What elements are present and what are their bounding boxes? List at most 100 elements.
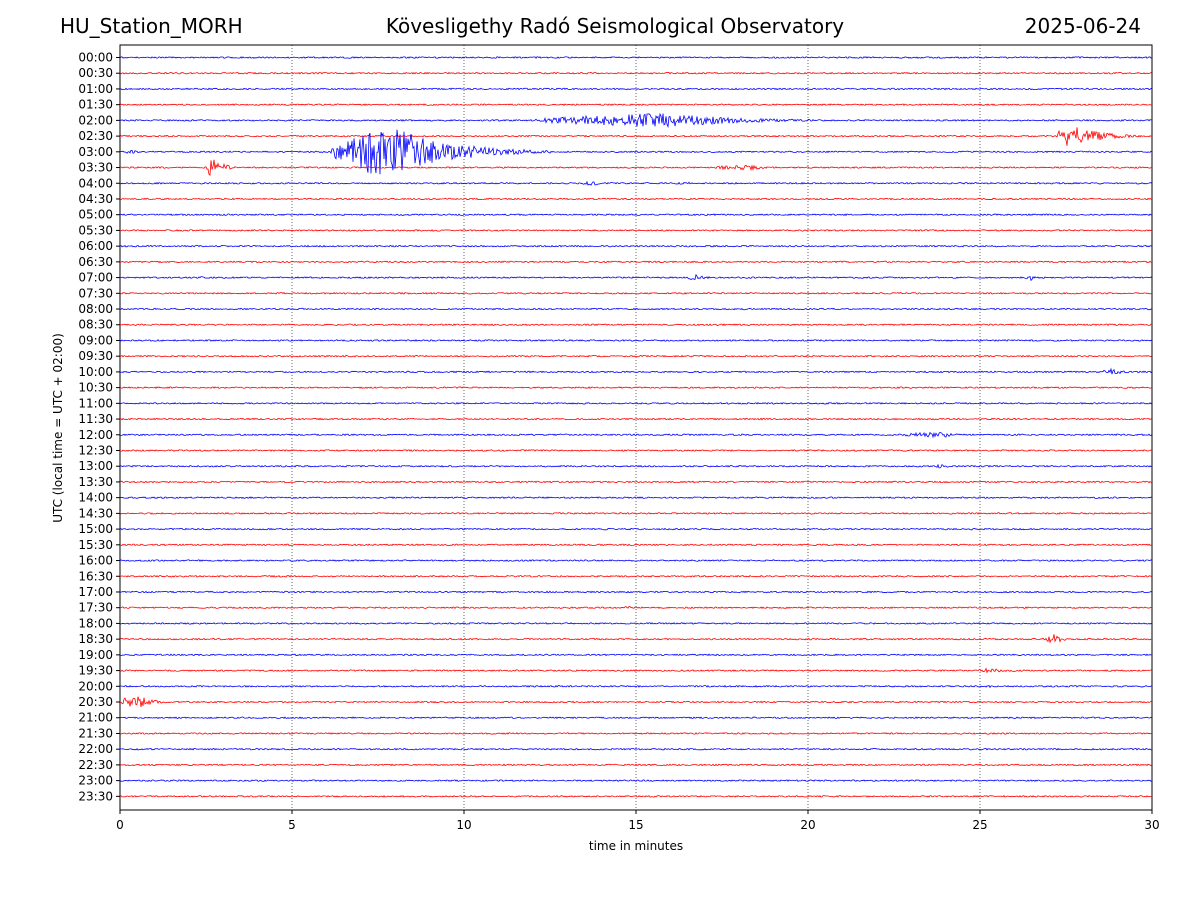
y-tick-label: 04:30 bbox=[78, 192, 113, 206]
trace-2130 bbox=[119, 732, 1153, 735]
y-tick-label: 14:00 bbox=[78, 491, 113, 505]
x-tick-label: 10 bbox=[456, 818, 471, 832]
y-tick-label: 10:00 bbox=[78, 365, 113, 379]
trace-0700 bbox=[119, 273, 1153, 282]
y-tick-label: 16:00 bbox=[78, 554, 113, 568]
trace-2200 bbox=[119, 747, 1153, 751]
y-tick-label: 23:00 bbox=[78, 774, 113, 788]
trace-0600 bbox=[119, 244, 1153, 248]
trace-0200 bbox=[119, 112, 1153, 129]
y-tick-label: 22:30 bbox=[78, 758, 113, 772]
x-tick-label: 5 bbox=[288, 818, 296, 832]
trace-0400 bbox=[119, 180, 1153, 186]
y-tick-label: 21:30 bbox=[78, 726, 113, 740]
y-tick-label: 07:30 bbox=[78, 286, 113, 300]
station-name: HU_Station_MORH bbox=[60, 14, 243, 38]
y-tick-label: 00:00 bbox=[78, 51, 113, 65]
trace-1630 bbox=[119, 574, 1153, 578]
y-tick-label: 18:00 bbox=[78, 616, 113, 630]
y-tick-label: 04:00 bbox=[78, 176, 113, 190]
trace-2100 bbox=[119, 716, 1153, 720]
y-tick-label: 06:00 bbox=[78, 239, 113, 253]
trace-1730 bbox=[119, 606, 1153, 610]
y-tick-label: 01:00 bbox=[78, 82, 113, 96]
trace-0630 bbox=[119, 260, 1153, 264]
y-tick-label: 11:00 bbox=[78, 396, 113, 410]
trace-2000 bbox=[119, 684, 1153, 689]
y-tick-label: 00:30 bbox=[78, 66, 113, 80]
y-tick-label: 12:00 bbox=[78, 428, 113, 442]
x-tick-label: 30 bbox=[1144, 818, 1159, 832]
trace-0730 bbox=[119, 291, 1153, 295]
trace-1900 bbox=[119, 653, 1153, 657]
y-tick-label: 18:30 bbox=[78, 632, 113, 646]
y-tick-label: 15:00 bbox=[78, 522, 113, 536]
trace-0330 bbox=[119, 159, 1153, 177]
x-tick-label: 20 bbox=[800, 818, 815, 832]
y-tick-label: 09:00 bbox=[78, 333, 113, 347]
trace-1100 bbox=[119, 402, 1153, 405]
y-tick-label: 09:30 bbox=[78, 349, 113, 363]
trace-1030 bbox=[119, 386, 1153, 389]
y-tick-label: 01:30 bbox=[78, 98, 113, 112]
y-tick-label: 10:30 bbox=[78, 381, 113, 395]
trace-1700 bbox=[119, 590, 1153, 594]
trace-0830 bbox=[119, 323, 1153, 327]
date-label: 2025-06-24 bbox=[1024, 14, 1141, 38]
trace-1830 bbox=[119, 634, 1153, 644]
x-ticks: 0 5 10 15 20 25 30 bbox=[116, 810, 1160, 832]
trace-0500 bbox=[119, 213, 1153, 217]
y-tick-label: 06:30 bbox=[78, 255, 113, 269]
seismic-traces bbox=[119, 56, 1153, 798]
trace-1400 bbox=[119, 496, 1153, 500]
trace-1800 bbox=[119, 622, 1153, 625]
trace-0030 bbox=[119, 71, 1153, 75]
y-tick-label: 12:30 bbox=[78, 444, 113, 458]
y-tick-label: 15:30 bbox=[78, 538, 113, 552]
y-tick-label: 17:30 bbox=[78, 601, 113, 615]
trace-0900 bbox=[119, 339, 1153, 342]
trace-0300 bbox=[119, 129, 1153, 175]
y-axis-label: UTC (local time = UTC + 02:00) bbox=[51, 333, 65, 523]
trace-2030 bbox=[119, 696, 1153, 708]
y-tick-label: 21:00 bbox=[78, 711, 113, 725]
y-tick-label: 19:30 bbox=[78, 664, 113, 678]
y-tick-label: 03:00 bbox=[78, 145, 113, 159]
y-tick-label: 11:30 bbox=[78, 412, 113, 426]
y-tick-label: 23:30 bbox=[78, 789, 113, 803]
y-tick-label: 08:00 bbox=[78, 302, 113, 316]
trace-0800 bbox=[119, 307, 1153, 311]
y-tick-label: 16:30 bbox=[78, 569, 113, 583]
trace-0000 bbox=[119, 56, 1153, 59]
y-tick-label: 20:30 bbox=[78, 695, 113, 709]
trace-1230 bbox=[119, 449, 1153, 452]
trace-0130 bbox=[119, 103, 1153, 107]
trace-1930 bbox=[119, 667, 1153, 674]
trace-1430 bbox=[119, 512, 1153, 515]
y-tick-label: 08:30 bbox=[78, 318, 113, 332]
y-tick-label: 02:00 bbox=[78, 113, 113, 127]
y-tick-label: 14:30 bbox=[78, 506, 113, 520]
trace-1330 bbox=[119, 480, 1153, 484]
x-tick-label: 0 bbox=[116, 818, 124, 832]
y-tick-label: 07:00 bbox=[78, 271, 113, 285]
y-tick-label: 13:00 bbox=[78, 459, 113, 473]
trace-0230 bbox=[119, 127, 1153, 146]
trace-1200 bbox=[119, 431, 1153, 439]
y-tick-label: 05:00 bbox=[78, 208, 113, 222]
y-tick-label: 03:30 bbox=[78, 161, 113, 175]
y-tick-label: 05:30 bbox=[78, 223, 113, 237]
trace-1530 bbox=[119, 543, 1153, 547]
trace-0930 bbox=[119, 354, 1153, 358]
x-tick-label: 15 bbox=[628, 818, 643, 832]
trace-0530 bbox=[119, 229, 1153, 232]
y-tick-label: 02:30 bbox=[78, 129, 113, 143]
x-axis-label: time in minutes bbox=[589, 839, 683, 853]
trace-2330 bbox=[119, 794, 1153, 798]
trace-2300 bbox=[119, 779, 1153, 782]
y-tick-label: 17:00 bbox=[78, 585, 113, 599]
trace-2230 bbox=[119, 763, 1153, 767]
trace-0100 bbox=[119, 87, 1153, 91]
y-tick-label: 13:30 bbox=[78, 475, 113, 489]
